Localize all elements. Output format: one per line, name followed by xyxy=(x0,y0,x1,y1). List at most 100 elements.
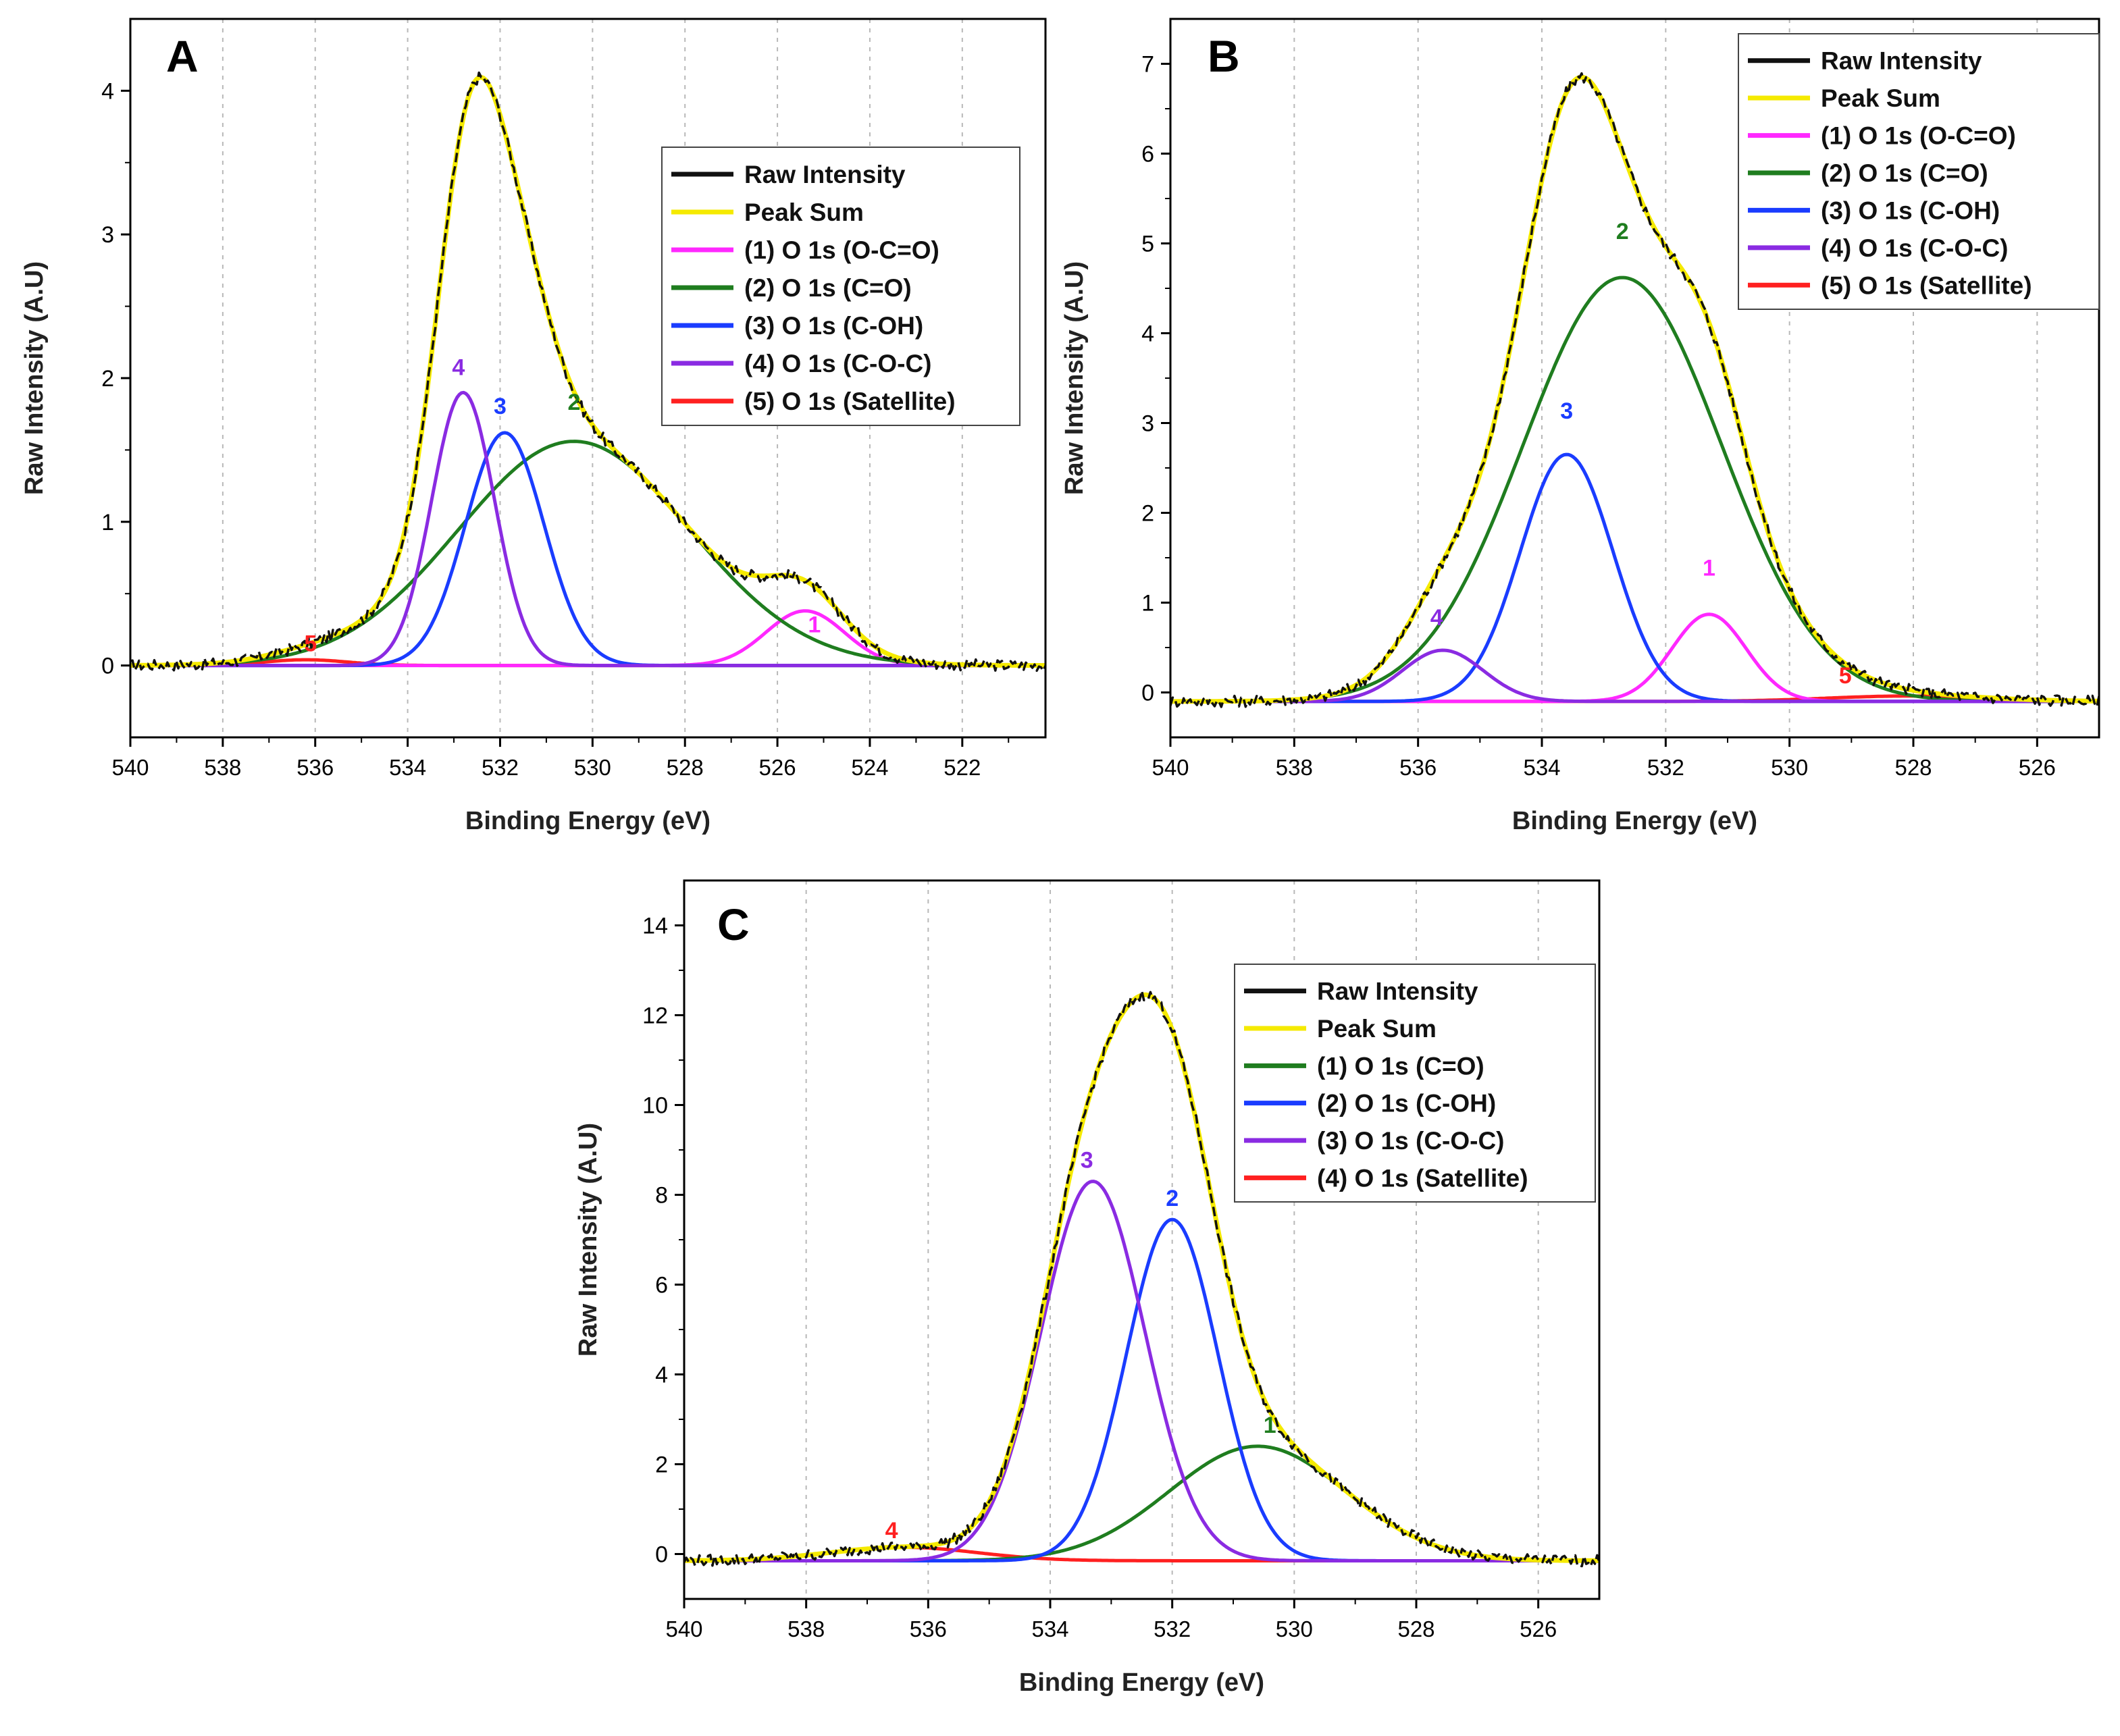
component-peak-3-curve xyxy=(684,1180,1599,1562)
y-tick-label: 4 xyxy=(1141,321,1154,347)
x-tick-label: 528 xyxy=(667,755,704,780)
x-axis-title: Binding Energy (eV) xyxy=(1512,807,1757,835)
peak-label-2: 2 xyxy=(568,390,581,415)
x-tick-label: 526 xyxy=(1520,1616,1557,1641)
component-peak-2-curve xyxy=(130,440,1045,667)
y-tick-label: 10 xyxy=(642,1093,668,1119)
legend-label: Raw Intensity xyxy=(1821,47,1982,75)
x-tick-label: 530 xyxy=(1276,1616,1313,1641)
component-peak-2-curve xyxy=(1170,275,2099,704)
legend-label: (1) O 1s (O-C=O) xyxy=(1821,122,2016,150)
y-tick-label: 3 xyxy=(101,222,114,248)
panel-a: 1 2 3 4 5 540 538 536 534 532 530 528 526 524 522 0 1 2 3 4… xyxy=(20,18,1047,835)
legend-label: Peak Sum xyxy=(1821,84,1940,112)
x-tick-label: 540 xyxy=(111,755,149,780)
x-tick-label: 528 xyxy=(1894,755,1932,780)
x-tick-label: 538 xyxy=(1276,755,1313,780)
x-tick-label: 532 xyxy=(1154,1616,1191,1641)
component-peak-3-curve xyxy=(130,431,1045,668)
component-peak-1-curve xyxy=(1170,612,2099,704)
y-tick-label: 0 xyxy=(101,654,114,679)
legend-label: Raw Intensity xyxy=(1317,978,1478,1005)
peak-label-2: 2 xyxy=(1166,1186,1179,1211)
y-tick-label: 2 xyxy=(101,366,114,392)
component-peak-1-curve xyxy=(684,1444,1599,1562)
x-tick-label: 526 xyxy=(2019,755,2056,780)
y-tick-label: 1 xyxy=(101,510,114,535)
legend-label: (1) O 1s (C=O) xyxy=(1317,1052,1484,1080)
x-tick-label: 538 xyxy=(204,755,241,780)
peak-label-4: 4 xyxy=(885,1518,898,1544)
curves xyxy=(1170,72,2099,708)
panel-label: B xyxy=(1208,31,1240,81)
peak-label-5: 5 xyxy=(1839,663,1852,689)
x-tick-label: 536 xyxy=(296,755,334,780)
raw-intensity-curve xyxy=(1170,72,2099,708)
curves xyxy=(130,71,1045,673)
legend-label: (3) O 1s (C-OH) xyxy=(744,312,923,340)
x-tick-label: 532 xyxy=(482,755,519,780)
peak-label-1: 1 xyxy=(1703,556,1715,581)
y-tick-label: 14 xyxy=(642,914,668,939)
x-tick-label: 532 xyxy=(1647,755,1684,780)
panel-b: 1 2 3 4 5 540 538 536 534 532 530 528 526 0 1 2 3 4 5 6 7 Bin… xyxy=(1060,18,2100,835)
component-peak-3-curve xyxy=(1170,452,2099,704)
peak-label-4: 4 xyxy=(452,355,465,381)
curves xyxy=(684,989,1599,1568)
peak-label-4: 4 xyxy=(1430,605,1443,631)
component-peak-2-curve xyxy=(684,1217,1599,1562)
x-tick-label: 522 xyxy=(943,755,981,780)
legend-label: (5) O 1s (Satellite) xyxy=(1821,271,2032,299)
y-tick-label: 3 xyxy=(1141,411,1154,437)
y-axis-title: Raw Intensity (A.U) xyxy=(20,261,49,495)
peak-label-2: 2 xyxy=(1616,219,1629,244)
x-tick-label: 526 xyxy=(759,755,796,780)
legend: Raw Intensity Peak Sum (1) O 1s (O-C=O) (2)… xyxy=(661,147,1020,426)
peak-label-5: 5 xyxy=(304,631,317,656)
panel-label: A xyxy=(166,31,199,81)
legend: Raw Intensity Peak Sum (1) O 1s (O-C=O) (2)… xyxy=(1738,33,2100,310)
y-tick-label: 6 xyxy=(1141,142,1154,167)
y-tick-label: 0 xyxy=(655,1542,668,1568)
raw-intensity-curve xyxy=(684,989,1599,1568)
legend-label: (3) O 1s (C-O-C) xyxy=(1317,1127,1505,1155)
x-axis-title: Binding Energy (eV) xyxy=(1019,1668,1264,1697)
y-tick-label: 7 xyxy=(1141,52,1154,78)
legend-label: Peak Sum xyxy=(744,199,864,226)
peak-label-1: 1 xyxy=(1264,1413,1276,1438)
peak-label-3: 3 xyxy=(1081,1148,1093,1174)
y-tick-label: 8 xyxy=(655,1183,668,1209)
y-tick-label: 5 xyxy=(1141,232,1154,257)
legend-label: (2) O 1s (C-OH) xyxy=(1317,1090,1496,1117)
raw-intensity-curve xyxy=(130,71,1045,673)
x-tick-label: 536 xyxy=(1399,755,1437,780)
y-tick-label: 2 xyxy=(1141,501,1154,527)
peak-label-3: 3 xyxy=(494,394,507,419)
x-tick-label: 530 xyxy=(1771,755,1808,780)
component-peak-4-curve xyxy=(130,390,1045,668)
x-tick-label: 538 xyxy=(787,1616,825,1641)
legend-label: Peak Sum xyxy=(1317,1015,1437,1043)
y-tick-label: 2 xyxy=(655,1452,668,1478)
panel-label: C xyxy=(717,899,750,949)
legend-label: (1) O 1s (O-C=O) xyxy=(744,236,939,264)
legend-label: (2) O 1s (C=O) xyxy=(1821,159,1988,187)
x-tick-label: 534 xyxy=(389,755,426,780)
x-tick-label: 524 xyxy=(851,755,888,780)
x-tick-label: 540 xyxy=(665,1616,702,1641)
x-tick-label: 530 xyxy=(574,755,611,780)
y-tick-label: 12 xyxy=(642,1003,668,1029)
x-tick-label: 534 xyxy=(1031,1616,1068,1641)
legend-label: (4) O 1s (Satellite) xyxy=(1317,1164,1528,1192)
legend-label: (3) O 1s (C-OH) xyxy=(1821,196,2000,224)
legend-box xyxy=(1234,964,1596,1203)
peak-label-1: 1 xyxy=(808,612,821,638)
legend-label: (4) O 1s (C-O-C) xyxy=(744,350,932,377)
y-tick-label: 4 xyxy=(655,1363,668,1388)
legend-label: (4) O 1s (C-O-C) xyxy=(1821,234,2009,262)
y-tick-label: 0 xyxy=(1141,681,1154,706)
y-tick-label: 6 xyxy=(655,1273,668,1298)
x-tick-label: 536 xyxy=(910,1616,947,1641)
